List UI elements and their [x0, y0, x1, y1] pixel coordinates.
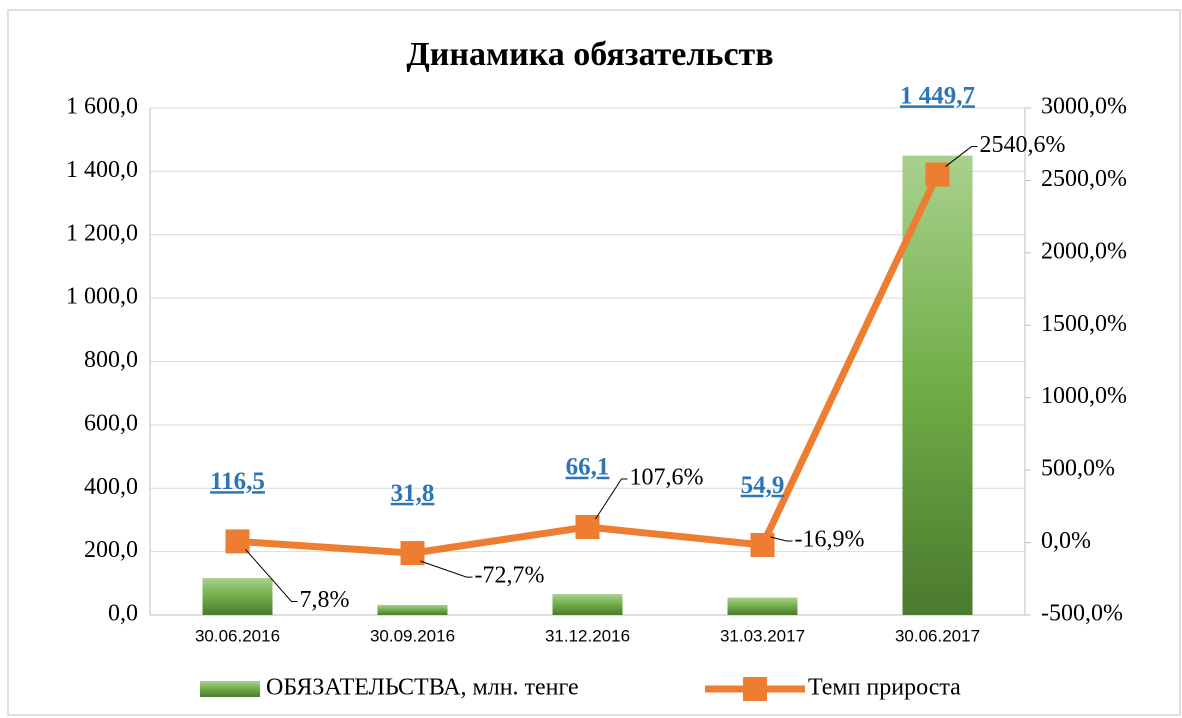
- legend-label: ОБЯЗАТЕЛЬСТВА, млн. тенге: [266, 675, 579, 701]
- y2-tick-label: 2500,0%: [1041, 166, 1127, 192]
- legend-swatch: [200, 681, 260, 697]
- line-value-label: -16,9%: [795, 527, 865, 553]
- bar-value-label: 116,5: [210, 468, 265, 495]
- line-value-label: 2540,6%: [980, 132, 1066, 158]
- y-tick-label: 0,0: [108, 601, 138, 627]
- y-tick-label: 600,0: [84, 410, 138, 436]
- y-tick-label: 400,0: [84, 474, 138, 500]
- bar-value-label: 1 449,7: [900, 82, 975, 109]
- line-value-label: -72,7%: [475, 563, 545, 589]
- y2-tick-label: 2000,0%: [1041, 238, 1127, 264]
- y-tick-label: 1 000,0: [66, 284, 138, 310]
- legend-marker: [743, 677, 767, 701]
- leader-line: [420, 560, 473, 578]
- x-tick-label: 31.03.2017: [720, 626, 805, 645]
- bar-value-label: 54,9: [741, 472, 785, 499]
- y2-tick-label: 0,0%: [1041, 528, 1091, 554]
- leader-line: [595, 478, 628, 520]
- x-tick-label: 30.06.2017: [895, 626, 980, 645]
- y2-tick-label: 500,0%: [1041, 456, 1115, 482]
- bar: [727, 597, 798, 615]
- y2-tick-label: 1000,0%: [1041, 383, 1127, 409]
- line-value-label: 7,8%: [300, 587, 350, 613]
- bar-value-label: 66,1: [566, 454, 610, 481]
- y-tick-label: 800,0: [84, 347, 138, 373]
- y-tick-label: 200,0: [84, 537, 138, 563]
- x-tick-label: 31.12.2016: [545, 626, 630, 645]
- y-tick-label: 1 600,0: [66, 94, 138, 120]
- y2-tick-label: -500,0%: [1041, 601, 1123, 627]
- y-tick-label: 1 200,0: [66, 220, 138, 246]
- leader-line: [770, 536, 793, 542]
- chart-title: Динамика обязательств: [406, 36, 773, 73]
- bar: [202, 578, 273, 615]
- bar: [902, 155, 973, 615]
- x-tick-label: 30.06.2016: [195, 626, 280, 645]
- y2-tick-label: 3000,0%: [1041, 94, 1127, 120]
- bar: [377, 604, 448, 615]
- leader-line: [945, 146, 978, 167]
- bar-value-label: 31,8: [391, 480, 435, 507]
- bar: [552, 594, 623, 615]
- y-tick-label: 1 400,0: [66, 157, 138, 183]
- y2-tick-label: 1500,0%: [1041, 311, 1127, 337]
- x-tick-label: 30.09.2016: [370, 626, 455, 645]
- legend-label: Темп прироста: [808, 675, 961, 701]
- line-value-label: 107,6%: [630, 464, 704, 490]
- leader-line: [245, 549, 298, 602]
